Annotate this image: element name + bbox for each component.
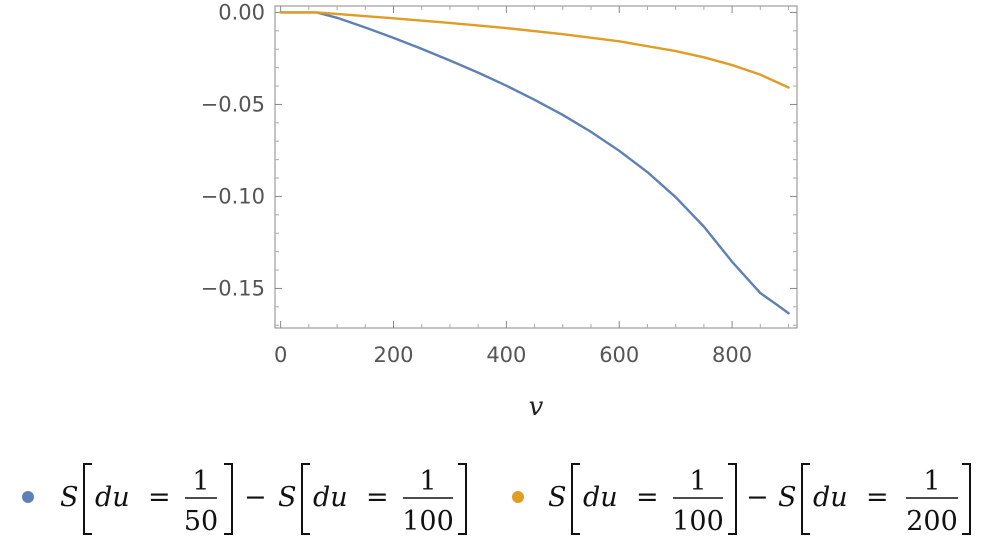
legend-1-du: du <box>95 482 130 513</box>
legend-1-du2: du <box>313 482 348 513</box>
legend-2-s2: S <box>778 482 797 513</box>
legend-1-minus: − <box>244 482 267 513</box>
legend-2-s: S <box>548 482 567 513</box>
legend-entry-1: S du = 1 50 − S du = 1 100 <box>22 463 467 537</box>
legend-2-du2: du <box>813 482 848 513</box>
legend-1-close-bracket <box>224 463 233 535</box>
x-axis-ticks: 0 200 400 600 800 <box>274 6 790 367</box>
legend-2-minus: − <box>746 482 769 513</box>
legend-2-equals-2: = <box>866 482 889 513</box>
legend-1-num1: 1 <box>192 466 209 497</box>
legend-entry-2: S du = 1 100 − S du = 1 200 <box>512 463 971 537</box>
legend-1-num2: 1 <box>419 466 436 497</box>
y-tick-label: −0.15 <box>201 276 265 300</box>
legend-1-den2: 100 <box>402 506 454 537</box>
legend-1-equals-2: = <box>366 482 389 513</box>
legend-1-close-bracket-2 <box>458 463 467 535</box>
x-tick-label: 600 <box>599 343 639 367</box>
x-tick-label: 400 <box>486 343 526 367</box>
series-line-1 <box>279 11 790 315</box>
legend-1-s2: S <box>278 482 297 513</box>
legend: S du = 1 50 − S du = 1 100 S du = 1 <box>22 463 971 537</box>
x-axis-label: v <box>529 392 544 422</box>
legend-2-open-bracket <box>571 463 580 535</box>
legend-1-s: S <box>60 482 79 513</box>
series-line-2 <box>279 11 790 89</box>
y-tick-label: −0.05 <box>201 92 265 116</box>
legend-2-den2: 200 <box>906 506 958 537</box>
y-axis-ticks: 0.00 −0.05 −0.10 −0.15 <box>201 0 797 326</box>
legend-2-open-bracket-2 <box>801 463 810 535</box>
legend-marker-1 <box>22 491 34 503</box>
legend-1-den1: 50 <box>184 506 218 537</box>
x-tick-label: 800 <box>712 343 752 367</box>
legend-1-open-bracket-2 <box>301 463 310 535</box>
x-tick-label: 200 <box>373 343 413 367</box>
y-tick-label: 0.00 <box>218 0 265 24</box>
legend-2-equals: = <box>636 482 659 513</box>
legend-2-du: du <box>583 482 618 513</box>
x-tick-label: 0 <box>274 343 287 367</box>
legend-1-equals: = <box>148 482 171 513</box>
y-tick-label: −0.10 <box>201 184 265 208</box>
legend-2-close-bracket-2 <box>962 463 971 535</box>
legend-2-num2: 1 <box>923 466 940 497</box>
plot-frame <box>274 5 798 329</box>
legend-marker-2 <box>512 491 524 503</box>
legend-2-num1: 1 <box>689 466 706 497</box>
legend-2-close-bracket <box>728 463 737 535</box>
legend-1-open-bracket <box>83 463 92 535</box>
series-layer <box>279 11 790 315</box>
legend-2-den1: 100 <box>672 506 724 537</box>
